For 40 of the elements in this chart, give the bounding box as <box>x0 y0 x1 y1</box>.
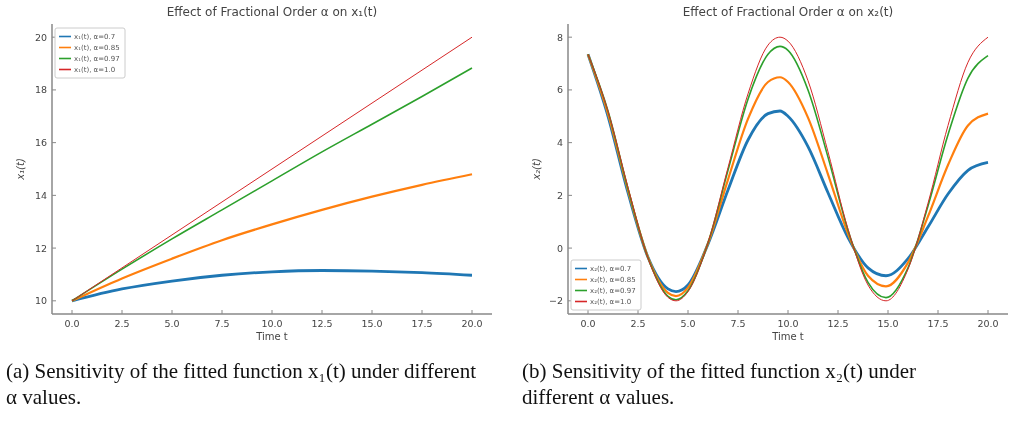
x-axis-title: Time t <box>771 331 804 342</box>
x-tick-label: 2.5 <box>630 318 646 329</box>
x-tick-label: 15.0 <box>361 318 383 329</box>
x-tick-label: 0.0 <box>580 318 596 329</box>
x-tick-label: 10.0 <box>261 318 283 329</box>
y-tick-label: 8 <box>556 31 563 43</box>
x-tick-label: 15.0 <box>877 318 899 329</box>
y-tick-label: 4 <box>556 137 563 149</box>
x-tick-label: 5.0 <box>164 318 180 329</box>
x-tick-label: 20.0 <box>977 318 999 329</box>
x-tick-label: 12.5 <box>311 318 333 329</box>
x-tick-label: 10.0 <box>777 318 799 329</box>
x-tick-label: 12.5 <box>827 318 849 329</box>
x-axis-title: Time t <box>255 331 288 342</box>
line-series <box>70 269 474 303</box>
chart-title: Effect of Fractional Order α on x₂(t) <box>682 5 894 19</box>
x-tick-label: 7.5 <box>730 318 746 329</box>
y-axis-title: x₁(t) <box>15 158 26 181</box>
y-tick-label: 12 <box>34 242 47 254</box>
text: (b) Sensitivity of the fitted function x₂(t) under different α values. <box>521 358 917 410</box>
y-tick-label: 14 <box>34 189 47 201</box>
x-tick-label: 7.5 <box>214 318 230 329</box>
y-tick-label: 16 <box>34 137 47 149</box>
x-tick-label: 17.5 <box>927 318 949 329</box>
y-tick-label: 20 <box>34 31 47 43</box>
chart-title: Effect of Fractional Order α on x₁(t) <box>166 5 378 19</box>
x-tick-label: 17.5 <box>411 318 433 329</box>
y-tick-label: 0 <box>556 242 563 254</box>
y-axis-title: x₂(t) <box>531 158 542 181</box>
line-series <box>70 173 474 302</box>
y-tick-label: 10 <box>34 295 47 307</box>
x-tick-label: 5.0 <box>680 318 696 329</box>
x-tick-label: 2.5 <box>114 318 130 329</box>
x-tick-label: 0.0 <box>64 318 80 329</box>
y-tick-label: 2 <box>556 189 563 201</box>
y-tick-label: −2 <box>548 295 563 307</box>
x-tick-label: 20.0 <box>461 318 483 329</box>
y-tick-label: 6 <box>556 84 563 96</box>
text: (a) Sensitivity of the fitted function x₁(t) under different α values. <box>5 358 477 410</box>
y-tick-label: 18 <box>34 84 47 96</box>
